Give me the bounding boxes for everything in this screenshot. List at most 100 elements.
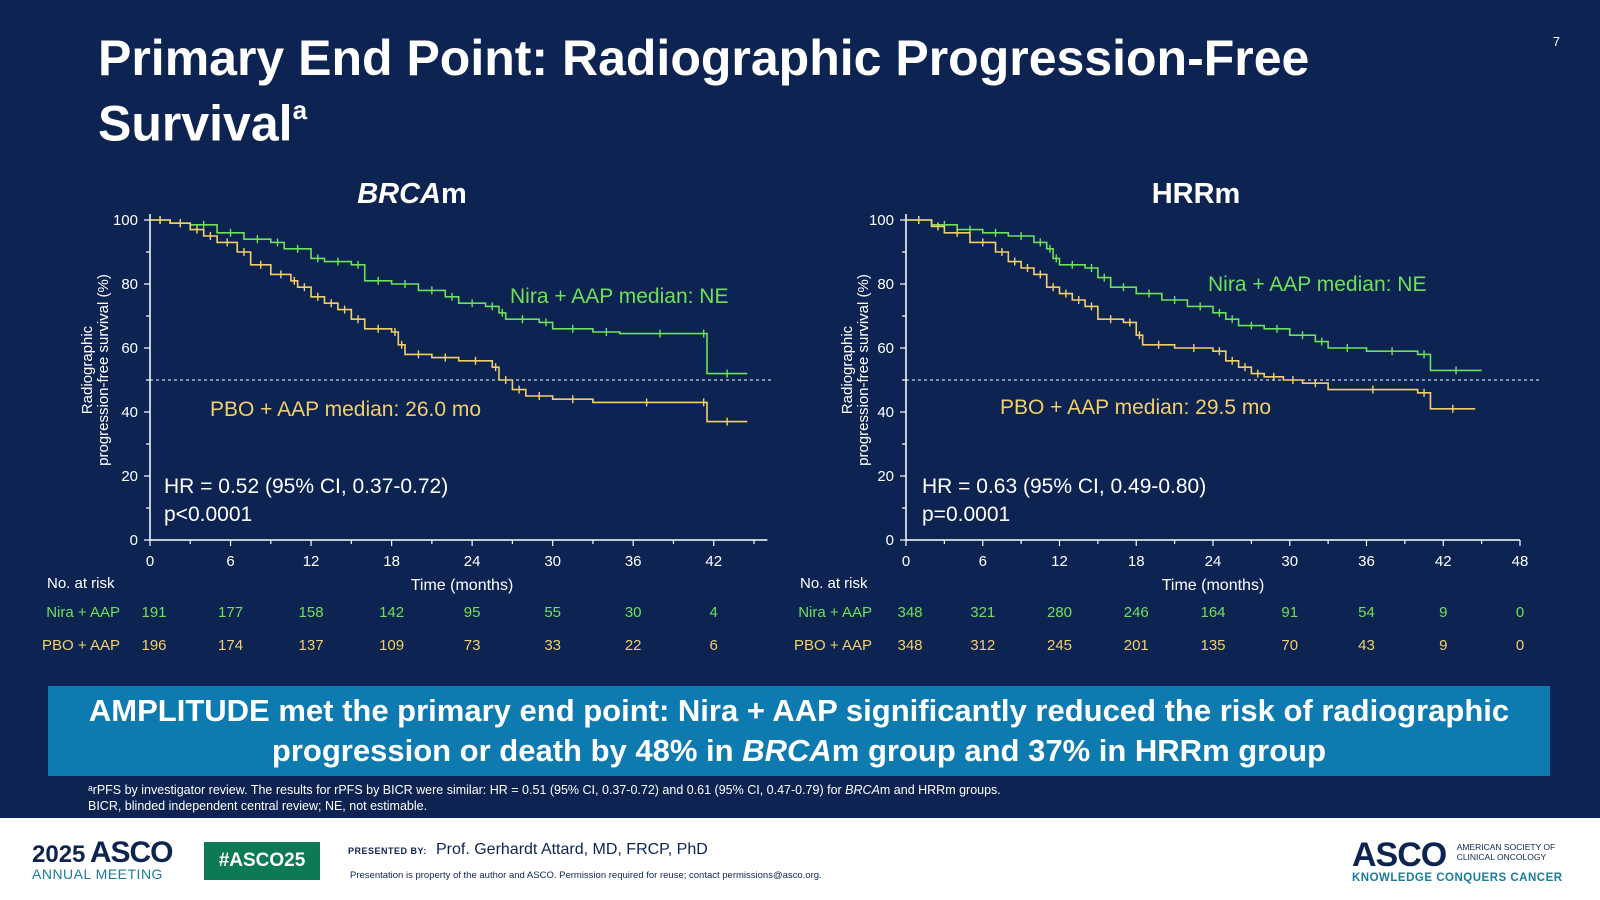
chart-2-risk-value-pbo: 135 (1200, 637, 1225, 654)
chart-2-x-tick-label: 42 (1435, 553, 1452, 570)
footnote-line-1-italic: BRCA (845, 783, 880, 797)
chart-1-y-tick-label: 20 (121, 468, 138, 485)
chart-2-risk-value-pbo: 348 (897, 637, 922, 654)
chart-1-median-annotation-pbo: PBO + AAP median: 26.0 mo (210, 398, 481, 421)
chart-1-y-tick-label: 60 (121, 340, 138, 357)
chart-1-risk-value-pbo: 22 (625, 637, 642, 654)
chart-2-x-tick-label: 48 (1512, 553, 1529, 570)
chart-2-x-tick-label: 18 (1128, 553, 1145, 570)
chart-2-risk-row-label-pbo: PBO + AAP (794, 637, 872, 654)
chart-1-x-axis-label: Time (months) (411, 577, 514, 594)
slide-title-text: Primary End Point: Radiographic Progress… (98, 30, 1310, 152)
title-footnote-marker: a (292, 95, 308, 125)
chart-1-x-tick-label: 42 (705, 553, 722, 570)
chart-1-risk-value-nira: 95 (464, 604, 481, 621)
chart-1-risk-value-nira: 191 (141, 604, 166, 621)
chart-1-risk-value-pbo: 33 (544, 637, 561, 654)
chart-2-risk-value-pbo: 312 (970, 637, 995, 654)
chart-2-p-value: p=0.0001 (922, 503, 1010, 526)
chart-1-risk-table-label: No. at risk (47, 575, 115, 592)
chart-2-y-tick-label: 60 (877, 340, 894, 357)
chart-1-risk-value-nira: 4 (710, 604, 718, 621)
chart-2-risk-value-nira: 348 (897, 604, 922, 621)
presenter-name: Prof. Gerhardt Attard, MD, FRCP, PhD (436, 841, 708, 858)
hashtag-badge: #ASCO25 (204, 842, 320, 880)
chart-1-risk-value-pbo: 109 (379, 637, 404, 654)
chart-1-x-tick-label: 0 (146, 553, 154, 570)
footnote-line-2: BICR, blinded independent central review… (88, 799, 428, 813)
chart-2-hazard-ratio: HR = 0.63 (95% CI, 0.49-0.80) (922, 475, 1206, 498)
slide-title: Primary End Point: Radiographic Progress… (98, 30, 1478, 152)
chart-1-risk-value-nira: 177 (218, 604, 243, 621)
chart-1-curve-pbo (150, 219, 748, 423)
chart-2-risk-value-nira: 91 (1281, 604, 1298, 621)
chart-1-risk-value-nira: 30 (625, 604, 642, 621)
chart-2-y-tick-label: 100 (869, 212, 894, 229)
chart-1-y-axis-label-2: progression-free survival (%) (95, 274, 112, 466)
asco-annual-meeting-logo: 2025 ASCO ANNUAL MEETING (32, 836, 182, 882)
chart-2-y-tick-label: 20 (877, 468, 894, 485)
chart-1-curve-nira (150, 219, 748, 375)
panel-title-brcam-rest: m (440, 178, 467, 210)
chart-1-y-axis-label-1: Radiographic (79, 325, 96, 414)
chart-1-risk-value-pbo: 196 (141, 637, 166, 654)
presented-by-label: PRESENTED BY: (348, 846, 427, 856)
chart-2-risk-value-nira: 0 (1516, 604, 1524, 621)
meeting-name: ANNUAL MEETING (32, 866, 163, 882)
chart-1-median-annotation-nira: Nira + AAP median: NE (510, 285, 728, 308)
chart-2-y-axis-label-2: progression-free survival (%) (855, 274, 872, 466)
chart-2-risk-value-pbo: 9 (1439, 637, 1447, 654)
asco-tagline: KNOWLEDGE CONQUERS CANCER (1352, 872, 1563, 884)
chart-2-x-tick-label: 12 (1051, 553, 1068, 570)
chart-1-risk-value-pbo: 73 (464, 637, 481, 654)
chart-1-risk-value-pbo: 137 (299, 637, 324, 654)
chart-2-y-tick-label: 80 (877, 276, 894, 293)
chart-1-risk-value-nira: 55 (544, 604, 561, 621)
banner-text-1: AMPLITUDE met the primary end point: Nir… (88, 693, 1510, 768)
chart-2-risk-value-pbo: 0 (1516, 637, 1524, 654)
chart-1-risk-value-nira: 158 (299, 604, 324, 621)
chart-1-x-tick-label: 36 (625, 553, 642, 570)
footnote: ᵃrPFS by investigator review. The result… (88, 782, 1001, 814)
chart-2-risk-value-pbo: 245 (1047, 637, 1072, 654)
chart-1-y-tick-label: 0 (130, 532, 138, 549)
chart-2-risk-value-nira: 164 (1200, 604, 1225, 621)
chart-2-x-axis-label: Time (months) (1162, 577, 1265, 594)
chart-2-risk-value-pbo: 43 (1358, 637, 1375, 654)
asco-logo-society: AMERICAN SOCIETY OF CLINICAL ONCOLOGY (1457, 842, 1556, 862)
chart-1-risk-value-pbo: 174 (218, 637, 243, 654)
chart-2-risk-value-nira: 54 (1358, 604, 1375, 621)
chart-2-risk-value-pbo: 70 (1281, 637, 1298, 654)
chart-2-x-tick-label: 36 (1358, 553, 1375, 570)
chart-1-x-tick-label: 6 (226, 553, 234, 570)
panel-title-brcam: BRCAm (262, 178, 562, 211)
chart-2-x-tick-label: 24 (1205, 553, 1222, 570)
chart-1-risk-row-label-nira: Nira + AAP (46, 604, 120, 621)
chart-2-risk-value-nira: 280 (1047, 604, 1072, 621)
chart-2-y-tick-label: 40 (877, 404, 894, 421)
chart-2-risk-value-nira: 9 (1439, 604, 1447, 621)
footnote-line-1a: ᵃrPFS by investigator review. The result… (88, 783, 846, 797)
chart-2-risk-row-label-nira: Nira + AAP (798, 604, 872, 621)
asco-logo: ASCO AMERICAN SOCIETY OF CLINICAL ONCOLOG… (1352, 836, 1577, 884)
chart-2-y-axis-label-1: Radiographic (839, 325, 856, 414)
chart-2-x-tick-label: 6 (979, 553, 987, 570)
property-note: Presentation is property of the author a… (350, 870, 822, 881)
banner-text-2: m group and 37% in HRRm group (831, 733, 1327, 768)
conclusion-banner: AMPLITUDE met the primary end point: Nir… (48, 686, 1550, 776)
chart-2-risk-value-pbo: 201 (1124, 637, 1149, 654)
meeting-brand: ASCO (89, 836, 174, 869)
banner-text-italic: BRCA (742, 733, 832, 768)
chart-1-p-value: p<0.0001 (164, 503, 252, 526)
meeting-year: 2025 (32, 841, 86, 868)
panel-title-hrrm: HRRm (1046, 178, 1346, 211)
chart-1-x-tick-label: 30 (544, 553, 561, 570)
chart-2-x-tick-label: 0 (902, 553, 910, 570)
slide: Primary End Point: Radiographic Progress… (0, 0, 1600, 818)
chart-1-risk-value-pbo: 6 (710, 637, 718, 654)
chart-1-x-tick-label: 24 (464, 553, 481, 570)
footnote-line-1: ᵃrPFS by investigator review. The result… (88, 782, 1001, 798)
chart-1-risk-row-label-pbo: PBO + AAP (42, 637, 120, 654)
chart-2-median-annotation-nira: Nira + AAP median: NE (1208, 273, 1426, 296)
